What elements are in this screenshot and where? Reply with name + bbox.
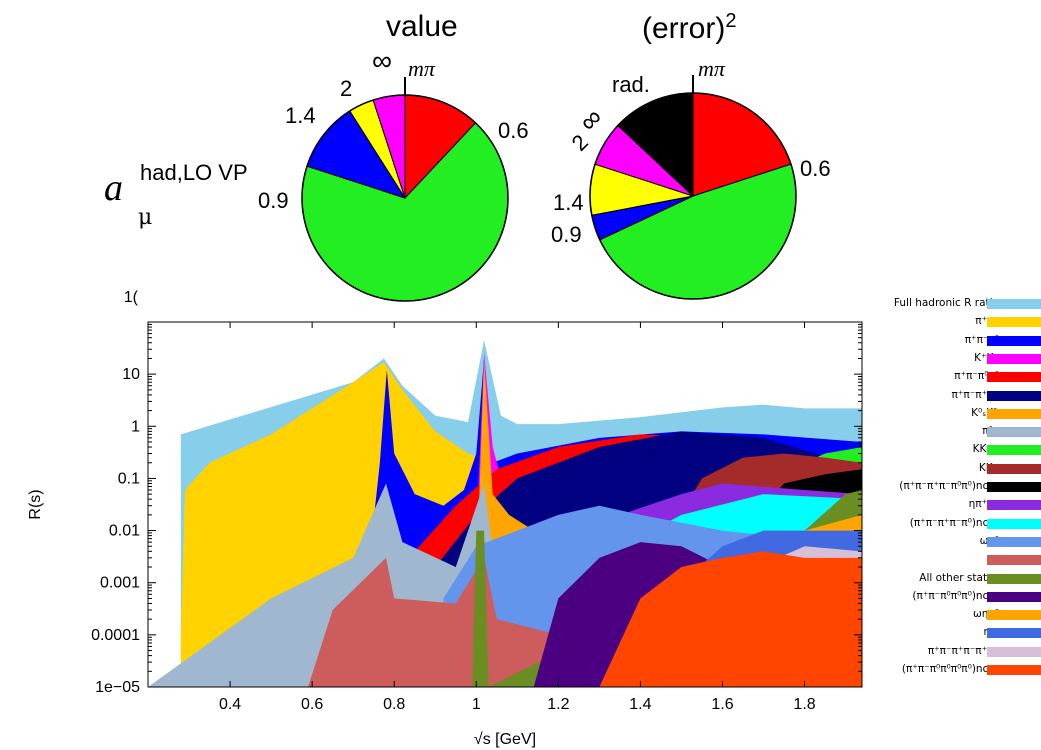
legend-label: Full hadronic R ratio xyxy=(893,297,999,309)
pie-error-label-rad: rad. xyxy=(612,72,650,97)
legend-entry: π⁺π⁻ xyxy=(846,313,1041,332)
pie-value-label-inf: ∞ xyxy=(372,45,392,76)
series-area-20 xyxy=(599,551,862,687)
y-tick-label-4: 0.1 xyxy=(118,470,140,487)
pie-error-label-1.4: 1.4 xyxy=(553,190,584,215)
pie-value-ylabel-main: a xyxy=(104,167,123,209)
x-tick-label-3: 1 xyxy=(472,696,481,713)
pie-value-ylabel-sup: had,LO VP xyxy=(140,160,248,185)
pie-value-label-1.4: 1.4 xyxy=(285,103,316,128)
pie-value-label-0.9: 0.9 xyxy=(258,188,289,213)
pie-error xyxy=(589,75,797,300)
legend-entry: π⁺π⁻π⁺π⁻π⁺π⁻ xyxy=(846,643,1041,662)
pie-value-title: value xyxy=(386,10,458,43)
legend-swatch xyxy=(987,353,1041,364)
legend-swatch xyxy=(987,536,1041,547)
legend-swatch xyxy=(987,335,1041,346)
pie-value-label-mpi: mπ xyxy=(408,56,435,81)
x-tick-label-1: 0.6 xyxy=(301,696,323,713)
y-tick-label-1: 0.0001 xyxy=(91,627,140,644)
pie-error-title: (error)2 xyxy=(642,10,736,46)
legend-entry: (π⁺π⁻π⁰π⁰π⁰)no η xyxy=(846,588,1041,607)
legend-swatch xyxy=(987,445,1041,456)
legend-label: All other states xyxy=(919,571,999,584)
legend-swatch xyxy=(987,665,1041,675)
legend-entry: π⁺π⁻π⁺π⁻ xyxy=(846,387,1041,406)
pie-error-label-mpi: mπ xyxy=(698,56,725,81)
y-tick-label-2: 0.001 xyxy=(100,575,140,592)
legend-entry: K⁰ₛK⁰ₗ xyxy=(846,405,1041,424)
pie-value-label-2: 2 xyxy=(340,76,353,101)
legend-swatch xyxy=(987,518,1041,529)
x-tick-label-4: 1.2 xyxy=(547,696,569,713)
axes: 0.4 0.6 0.8 1 1.2 1.4 1.6 1.8 1e−05 0.0001 0.001 0.… xyxy=(27,289,862,748)
y-tick-label-3: 0.01 xyxy=(109,523,140,540)
pie-value xyxy=(301,77,509,302)
legend-swatch xyxy=(987,463,1041,474)
pie-error-label-0.6: 0.6 xyxy=(800,156,831,181)
pie-value-ylabel-sub: μ xyxy=(138,205,153,230)
legend-swatch xyxy=(987,427,1041,438)
legend-swatch xyxy=(987,299,1041,309)
plot-areas xyxy=(148,340,862,687)
legend-entry: (π⁺π⁻π⁺π⁻π⁰)no η xyxy=(846,515,1041,534)
legend-swatch xyxy=(987,646,1041,657)
legend-swatch xyxy=(987,408,1041,419)
legend-swatch xyxy=(987,628,1041,639)
legend-entry: (π⁺π⁻π⁰π⁰π⁰π⁰)no η xyxy=(846,661,1041,680)
x-tick-label-0: 0.4 xyxy=(219,696,241,713)
legend-swatch xyxy=(987,372,1041,383)
legend-swatch xyxy=(987,390,1041,401)
legend-entry: Full hadronic R ratio xyxy=(846,295,1041,314)
y-tick-label-top-partial: 1( xyxy=(124,289,139,306)
plot-frame xyxy=(147,321,863,688)
legend-label: (π⁺π⁻π⁰π⁰π⁰)no η xyxy=(912,589,999,602)
legend-entry: ηγ xyxy=(846,551,1041,570)
legend-label: (π⁺π⁻π⁰π⁰π⁰π⁰)no η xyxy=(901,663,999,675)
legend-swatch xyxy=(987,317,1041,328)
legend-entry: KKπ xyxy=(846,460,1041,479)
legend-entry: (π⁺π⁻π⁺π⁻π⁰π⁰)no η xyxy=(846,478,1041,497)
legend-swatch xyxy=(987,610,1041,621)
legend-entry: π⁰γ xyxy=(846,423,1041,442)
x-tick-label-7: 1.8 xyxy=(793,696,815,713)
pie-value-label-0.6: 0.6 xyxy=(498,118,529,143)
legend-swatch xyxy=(987,591,1041,602)
legend-entry: KKππ xyxy=(846,441,1041,460)
y-axis-label: R(s) xyxy=(27,489,44,519)
legend-entry: π⁺π⁻π⁰ xyxy=(846,332,1041,351)
legend-entry: ηω xyxy=(846,624,1041,643)
legend-entry: ηπ⁺π⁻ xyxy=(846,496,1041,515)
legend-entry: ωηπ⁰ xyxy=(846,606,1041,625)
x-tick-label-5: 1.4 xyxy=(629,696,651,713)
legend-swatch xyxy=(987,573,1041,584)
x-tick-label-2: 0.8 xyxy=(383,696,405,713)
legend-entry: π⁺π⁻π⁰π⁰ xyxy=(846,368,1041,387)
legend-label: π⁺π⁻π⁺π⁻π⁺π⁻ xyxy=(927,644,999,657)
y-tick-label-0: 1e−05 xyxy=(95,679,140,696)
legend-entry: All other states xyxy=(846,570,1041,589)
pie-error-label-0.9: 0.9 xyxy=(551,222,582,247)
legend-label: (π⁺π⁻π⁺π⁻π⁰)no η xyxy=(909,516,999,529)
x-tick-label-6: 1.6 xyxy=(711,696,733,713)
x-axis-label: √s [GeV] xyxy=(474,731,536,748)
legend-swatch xyxy=(987,500,1041,511)
legend-swatch xyxy=(987,482,1041,492)
legend-entry: ωπ⁰ xyxy=(846,533,1041,552)
y-tick-label-6: 10 xyxy=(122,366,140,383)
legend-label: (π⁺π⁻π⁺π⁻π⁰π⁰)no η xyxy=(899,480,999,492)
series-area-14 xyxy=(308,557,600,687)
legend-entry: K⁺K⁻ xyxy=(846,350,1041,369)
pie-error-title-text: (error) xyxy=(642,12,726,45)
pie-error-title-sup: 2 xyxy=(725,10,737,32)
legend-swatch xyxy=(987,555,1041,566)
y-tick-label-5: 1 xyxy=(131,418,140,435)
